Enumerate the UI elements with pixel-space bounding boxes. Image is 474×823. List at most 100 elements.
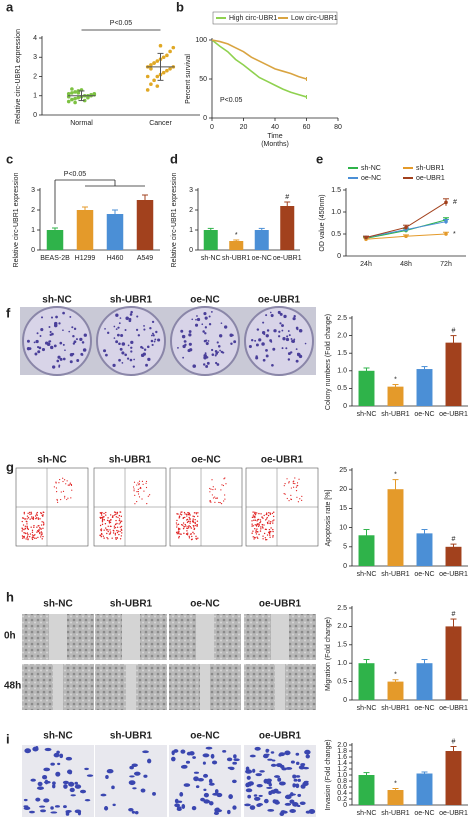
event [179, 513, 182, 515]
colony [69, 360, 73, 364]
cell [65, 810, 72, 813]
event [31, 517, 33, 520]
event [267, 514, 270, 517]
point [76, 91, 81, 95]
colony [154, 338, 157, 341]
event [145, 480, 148, 483]
colony [118, 358, 121, 362]
cell [128, 808, 134, 812]
event [99, 524, 102, 527]
cell [212, 792, 219, 796]
colony [81, 353, 84, 356]
cell [249, 805, 256, 810]
cell [128, 780, 136, 786]
cell [50, 762, 55, 766]
event [21, 535, 24, 537]
cell [129, 765, 134, 770]
event [185, 513, 188, 516]
cell [134, 810, 139, 815]
event [21, 527, 23, 529]
point [66, 92, 71, 96]
event [30, 511, 32, 514]
cell [292, 802, 299, 807]
event [260, 528, 262, 530]
event [224, 477, 226, 479]
event [21, 530, 23, 532]
event [185, 525, 187, 527]
event [33, 524, 35, 527]
event [178, 537, 180, 539]
event [138, 484, 140, 486]
cell [189, 751, 195, 756]
event [256, 536, 258, 538]
x-tick-label: oe-NC [252, 255, 272, 262]
colony [187, 348, 191, 353]
event [23, 528, 25, 531]
event [118, 519, 121, 522]
event [116, 513, 118, 515]
y-tick-label: 5 [343, 544, 347, 551]
event [186, 530, 188, 532]
event [270, 527, 272, 529]
colony [204, 316, 208, 320]
bar [358, 663, 375, 700]
cell [143, 774, 148, 778]
event [189, 514, 191, 516]
y-tick-label: 2.0 [337, 742, 347, 749]
cell [275, 791, 282, 794]
series-line [211, 39, 307, 98]
colony [133, 358, 135, 361]
event [105, 529, 108, 531]
event [192, 531, 194, 534]
event [37, 518, 40, 521]
event [108, 520, 110, 522]
event [40, 531, 43, 533]
event [193, 533, 195, 535]
bar [445, 626, 462, 700]
point [152, 78, 156, 83]
panel-letter: i [6, 731, 10, 746]
colony [255, 343, 259, 347]
cell [292, 774, 297, 779]
event [222, 484, 225, 487]
event [149, 494, 151, 496]
colony [217, 345, 221, 348]
event [64, 497, 66, 499]
event [262, 517, 264, 519]
event [120, 525, 123, 528]
event [108, 521, 111, 523]
colony [40, 328, 44, 332]
event [265, 512, 268, 514]
y-tick-label: 0.4 [337, 790, 347, 797]
cell [246, 775, 251, 780]
bar [254, 230, 269, 250]
y-tick-label: 2.0 [337, 623, 347, 630]
y-tick-label: 1.0 [337, 772, 347, 779]
point [155, 74, 160, 79]
event [272, 536, 274, 538]
event [212, 486, 214, 488]
event [26, 525, 28, 527]
cell [266, 786, 273, 789]
x-tick-label: sh-NC [357, 571, 377, 578]
y-tick-label: 1 [33, 93, 37, 100]
colony [216, 363, 220, 366]
colony [44, 341, 49, 345]
colony [298, 354, 303, 359]
event [29, 533, 32, 535]
event [119, 530, 121, 533]
event [258, 533, 260, 536]
event [175, 522, 178, 524]
event [299, 498, 301, 500]
event [298, 478, 300, 480]
cell [247, 794, 252, 799]
event [102, 535, 105, 537]
colony [125, 316, 129, 321]
colony [35, 339, 39, 344]
event [29, 513, 31, 516]
y-tick-label: 3 [189, 187, 193, 194]
event [26, 515, 29, 517]
colony [48, 326, 51, 328]
colony [121, 342, 126, 346]
colony [277, 310, 281, 314]
